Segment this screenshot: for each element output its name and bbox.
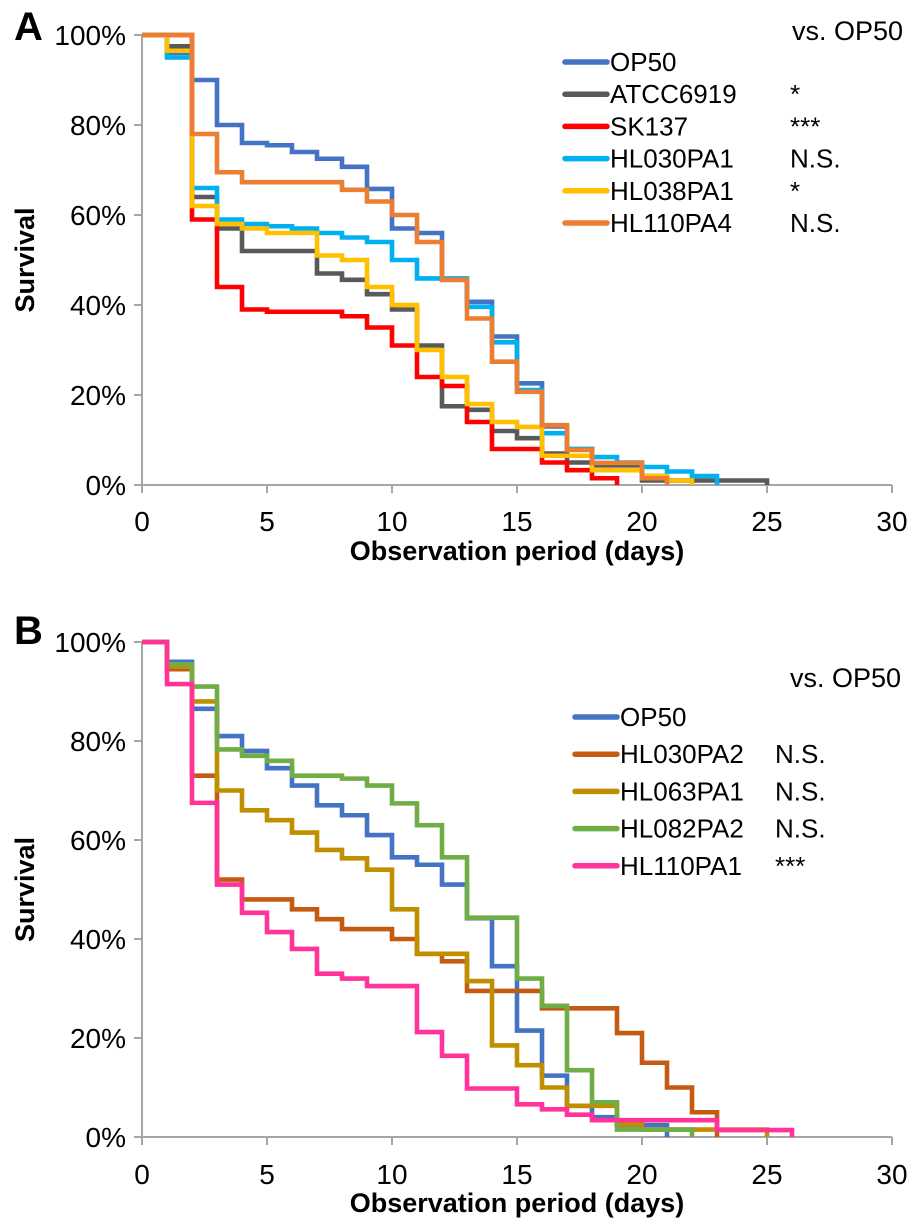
x-axis-title: Observation period (days) <box>350 536 685 566</box>
x-tick-label: 25 <box>751 1159 782 1190</box>
legend-item-hl030pa2: HL030PA2 N.S. <box>572 739 826 769</box>
y-tick-label: 0% <box>86 1122 126 1153</box>
x-tick-label: 30 <box>876 506 907 537</box>
legend-label: HL030PA1 <box>610 144 734 174</box>
panel-label: A <box>14 5 43 49</box>
survival-curve-hl038pa1 <box>142 32 695 485</box>
axes <box>136 35 892 486</box>
x-tick-label: 10 <box>376 1159 407 1190</box>
legend-item-atcc6919: ATCC6919 * <box>562 79 800 109</box>
y-tick-label: 20% <box>70 380 126 411</box>
legend-item-hl110pa1: HL110PA1 *** <box>572 851 805 881</box>
x-tick-label: 5 <box>259 506 275 537</box>
axes <box>136 642 892 1138</box>
legend-label: HL038PA1 <box>610 176 734 206</box>
x-tick-label: 10 <box>376 506 407 537</box>
panel-b: B 0% 20% 40% 60% 80% 100% 0 5 10 15 20 25 30 Survival O… <box>10 609 908 1218</box>
panel-a: A 0% 20% 40% 60% 80% 100% 0 5 10 15 20 25 30 Survival O… <box>10 5 908 566</box>
survival-curve-sk137 <box>142 32 620 485</box>
y-tick-label: 60% <box>70 825 126 856</box>
y-tick-label: 80% <box>70 726 126 757</box>
legend-item-hl038pa1: HL038PA1 * <box>562 176 800 206</box>
legend-item-hl110pa4: HL110PA4 N.S. <box>562 208 841 238</box>
significance-label: N.S. <box>775 814 826 844</box>
legend-label: HL110PA4 <box>610 208 732 238</box>
y-tick-label: 100% <box>54 627 126 658</box>
legend-item-op50: OP50 <box>572 702 687 732</box>
x-tick-label: 15 <box>501 506 532 537</box>
significance-label: *** <box>790 111 820 141</box>
significance-label: N.S. <box>790 144 841 174</box>
curves <box>142 639 795 1137</box>
x-tick-label: 20 <box>626 506 657 537</box>
legend-item-hl063pa1: HL063PA1 N.S. <box>572 776 826 806</box>
x-tick-label: 25 <box>751 506 782 537</box>
legend-item-op50: OP50 <box>562 47 677 77</box>
legend-label: SK137 <box>610 111 688 141</box>
y-tick-label: 40% <box>70 290 126 321</box>
legend-vs-op50-label: vs. OP50 <box>790 663 901 693</box>
significance-label: * <box>790 176 800 206</box>
legend-label: ATCC6919 <box>610 79 737 109</box>
legend-item-sk137: SK137 *** <box>562 111 820 141</box>
survival-curve-hl110pa1 <box>142 639 795 1137</box>
legend-vs-op50-label: vs. OP50 <box>792 16 903 46</box>
y-tick-label: 20% <box>70 1023 126 1054</box>
legend-item-hl030pa1: HL030PA1 N.S. <box>562 144 841 174</box>
y-tick-label: 100% <box>54 20 126 51</box>
legend-item-hl082pa2: HL082PA2 N.S. <box>572 814 826 844</box>
legend-label: OP50 <box>610 47 677 77</box>
significance-label: N.S. <box>790 208 841 238</box>
y-tick-label: 60% <box>70 200 126 231</box>
y-tick-label: 0% <box>86 470 126 501</box>
x-tick-label: 20 <box>626 1159 657 1190</box>
significance-label: *** <box>775 851 805 881</box>
legend-label: HL063PA1 <box>620 776 744 806</box>
y-axis-title: Survival <box>10 837 40 942</box>
x-tick-label: 30 <box>876 1159 907 1190</box>
x-tick-label: 15 <box>501 1159 532 1190</box>
significance-label: * <box>790 79 800 109</box>
panel-label: B <box>14 609 43 653</box>
survival-curve-hl063pa1 <box>142 639 770 1137</box>
survival-curve-hl082pa2 <box>142 639 695 1137</box>
legend-label: HL082PA2 <box>620 814 744 844</box>
x-tick-label: 5 <box>259 1159 275 1190</box>
y-tick-label: 80% <box>70 110 126 141</box>
x-tick-label: 0 <box>134 506 150 537</box>
x-tick-label: 0 <box>134 1159 150 1190</box>
x-axis-title: Observation period (days) <box>350 1188 685 1218</box>
significance-label: N.S. <box>775 739 826 769</box>
legend-label: OP50 <box>620 702 687 732</box>
survival-curve-hl110pa4 <box>142 32 670 485</box>
y-axis-title: Survival <box>10 207 40 312</box>
y-tick-label: 40% <box>70 924 126 955</box>
curves <box>142 32 770 485</box>
legend-label: HL110PA1 <box>620 851 742 881</box>
legend-label: HL030PA2 <box>620 739 744 769</box>
significance-label: N.S. <box>775 776 826 806</box>
